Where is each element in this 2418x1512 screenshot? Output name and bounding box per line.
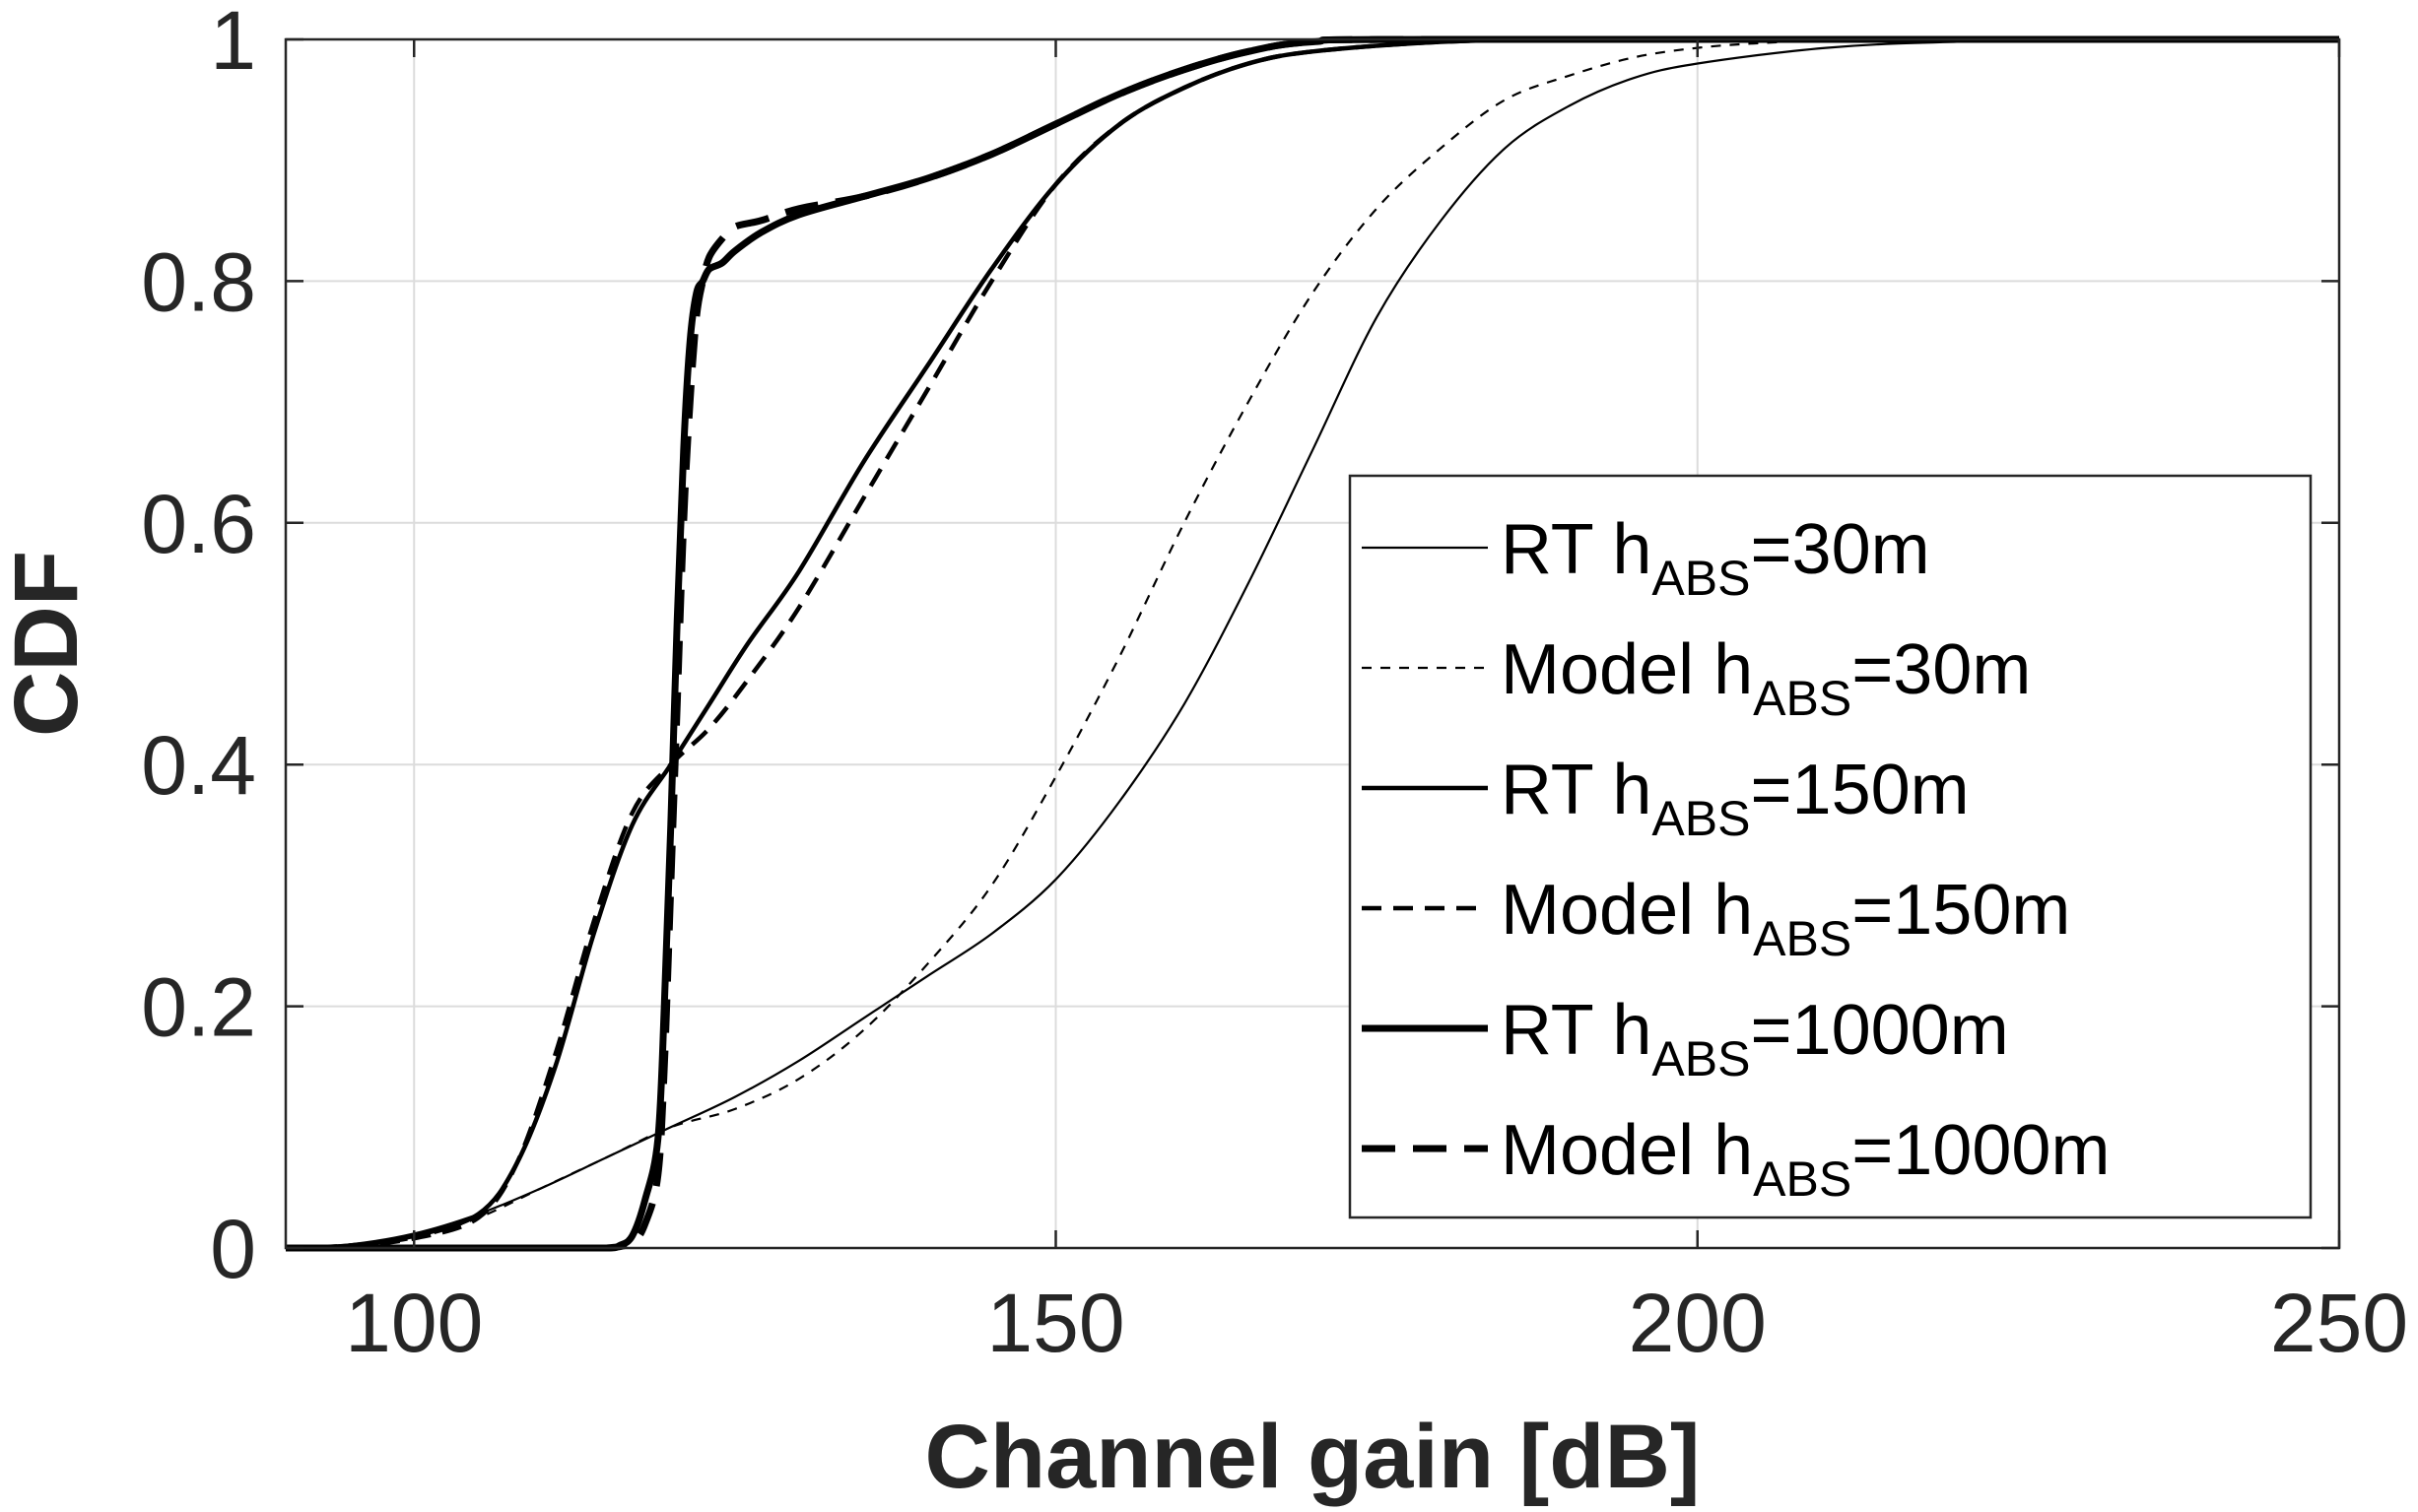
legend-entry-label: Model hABS=150m — [1501, 871, 2070, 966]
legend-entry-label: RT hABS=1000m — [1501, 991, 2009, 1086]
x-axis-label: Channel gain [dB] — [924, 1407, 1700, 1507]
x-tick-label: 250 — [2270, 1277, 2408, 1369]
legend-entry-label: RT hABS=30m — [1501, 510, 1930, 606]
y-tick-label: 1 — [210, 0, 256, 87]
x-tick-label: 150 — [986, 1277, 1124, 1369]
series-line-1 — [285, 37, 2339, 1250]
legend-box — [1348, 474, 2313, 1219]
y-tick-label: 0.4 — [141, 719, 256, 812]
legend-entry-label: Model hABS=1000m — [1501, 1111, 2110, 1207]
series-line-6 — [286, 35, 2339, 1252]
series-line-2 — [285, 37, 2339, 1250]
y-axis-label: CDF — [0, 551, 97, 737]
x-tick-label: 200 — [1629, 1277, 1767, 1369]
legend: RT hABS=30m Model hABS=30m RT hABS=150m Mod… — [1348, 474, 2313, 1219]
series-lines — [285, 35, 2339, 1252]
legend-entry-label: RT hABS=150m — [1501, 751, 1970, 846]
y-tick-label: 0.2 — [141, 961, 256, 1054]
y-tick-label: 0 — [210, 1203, 256, 1295]
y-tick-label: 0.6 — [141, 478, 256, 570]
y-axis-ticks: 0 0.2 0.4 0.6 0.8 1 — [141, 0, 2339, 1295]
legend-entry-label: Model hABS=30m — [1501, 630, 2031, 726]
y-tick-label: 0.8 — [141, 235, 256, 328]
x-axis-ticks: 100 150 200 250 — [345, 39, 2408, 1369]
x-tick-label: 100 — [345, 1277, 483, 1369]
plot-frame — [284, 37, 2341, 1250]
